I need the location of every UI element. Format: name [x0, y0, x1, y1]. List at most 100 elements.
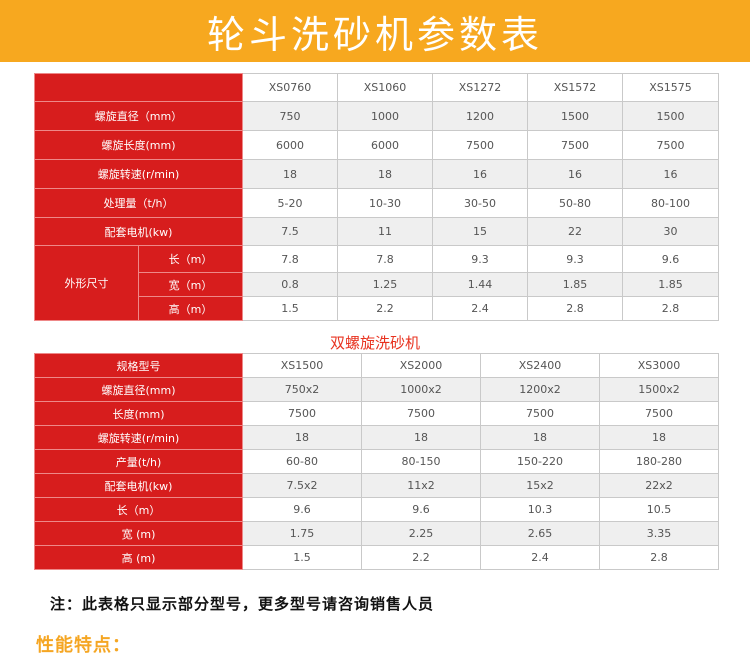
table-cell: 16: [622, 159, 719, 189]
table-cell: 80-150: [361, 449, 481, 474]
table-row: 螺旋直径（mm） 750 1000 1200 1500 1500: [34, 101, 719, 131]
table-cell: 7500: [361, 401, 481, 426]
row-label: 配套电机(kw): [34, 217, 243, 246]
table-row: 长（m） 9.6 9.6 10.3 10.5: [34, 497, 719, 522]
table-cell: 9.6: [622, 245, 719, 273]
row-label: 产量(t/h): [34, 449, 243, 474]
table-cell: 1500: [527, 101, 623, 131]
table-row: 配套电机(kw) 7.5x2 11x2 15x2 22x2: [34, 473, 719, 498]
footnote: 注：此表格只显示部分型号，更多型号请咨询销售人员: [50, 595, 435, 613]
table-cell: 16: [432, 159, 528, 189]
row-label: 螺旋长度(mm): [34, 130, 243, 160]
table-row: 宽 (m) 1.75 2.25 2.65 3.35: [34, 521, 719, 546]
table-cell: 9.3: [432, 245, 528, 273]
dimension-group-label: 外形尺寸: [34, 245, 139, 321]
table-row: 螺旋转速(r/min) 18 18 16 16 16: [34, 159, 719, 189]
row-label: 配套电机(kw): [34, 473, 243, 498]
table-cell: 7.8: [337, 245, 433, 273]
table-cell: 7.5: [242, 217, 338, 246]
table-row: 宽（m） 0.8 1.25 1.44 1.85 1.85: [35, 272, 719, 297]
header-corner-cell: [34, 73, 243, 102]
model-header-cell: XS2000: [361, 353, 481, 378]
table-cell: 7500: [432, 130, 528, 160]
table-cell: 15x2: [480, 473, 600, 498]
model-header-cell: XS3000: [599, 353, 719, 378]
table-cell: 5-20: [242, 188, 338, 218]
table-cell: 15: [432, 217, 528, 246]
table-cell: 150-220: [480, 449, 600, 474]
row-label: 螺旋直径（mm）: [34, 101, 243, 131]
table-cell: 10-30: [337, 188, 433, 218]
table-cell: 1500: [622, 101, 719, 131]
table-row: 外形尺寸 长（m） 7.8 7.8 9.3 9.3 9.6: [34, 245, 719, 321]
table-cell: 1500x2: [599, 377, 719, 402]
row-label: 长（m）: [138, 245, 243, 273]
table-row: 高 (m) 1.5 2.2 2.4 2.8: [34, 545, 719, 570]
model-header-cell: XS1575: [622, 73, 719, 102]
table-cell: 7500: [527, 130, 623, 160]
table-cell: 2.8: [599, 545, 719, 570]
table-cell: 1200: [432, 101, 528, 131]
table-cell: 6000: [337, 130, 433, 160]
table-cell: 2.8: [527, 296, 623, 321]
table-cell: 1000x2: [361, 377, 481, 402]
table-cell: 9.6: [361, 497, 481, 522]
table-cell: 2.4: [432, 296, 528, 321]
table-cell: 2.4: [480, 545, 600, 570]
table-cell: 22: [527, 217, 623, 246]
page-title: 轮斗洗砂机参数表: [206, 12, 543, 57]
table-row: 螺旋转速(r/min) 18 18 18 18: [34, 425, 719, 450]
table-cell: 2.8: [622, 296, 719, 321]
table-cell: 1.5: [242, 296, 338, 321]
table-cell: 7500: [622, 130, 719, 160]
row-label: 宽（m）: [138, 272, 243, 297]
table-row: 螺旋直径(mm) 750x2 1000x2 1200x2 1500x2: [34, 377, 719, 402]
row-label: 长度(mm): [34, 401, 243, 426]
table-cell: 1.44: [432, 272, 528, 297]
table-cell: 9.3: [527, 245, 623, 273]
row-label: 螺旋转速(r/min): [34, 425, 243, 450]
model-header-cell: XS1500: [242, 353, 362, 378]
table-cell: 30-50: [432, 188, 528, 218]
table-cell: 750: [242, 101, 338, 131]
table-cell: 11: [337, 217, 433, 246]
table-cell: 22x2: [599, 473, 719, 498]
table-cell: 7500: [599, 401, 719, 426]
table-cell: 750x2: [242, 377, 362, 402]
table-cell: 3.35: [599, 521, 719, 546]
twin-screw-table-title: 双螺旋洗砂机: [329, 334, 420, 352]
table-header-row: 规格型号 XS1500 XS2000 XS2400 XS3000: [34, 353, 719, 378]
table-cell: 30: [622, 217, 719, 246]
table-cell: 9.6: [242, 497, 362, 522]
table-cell: 11x2: [361, 473, 481, 498]
row-label: 螺旋直径(mm): [34, 377, 243, 402]
table-cell: 7.8: [242, 245, 338, 273]
table-cell: 10.5: [599, 497, 719, 522]
spec-table-wheel-bucket: XS0760 XS1060 XS1272 XS1572 XS1575 螺旋直径（…: [34, 73, 719, 321]
table-cell: 1.85: [527, 272, 623, 297]
table-cell: 10.3: [480, 497, 600, 522]
header-label-cell: 规格型号: [34, 353, 243, 378]
table-cell: 18: [337, 159, 433, 189]
table-cell: 7.5x2: [242, 473, 362, 498]
model-header-cell: XS1060: [337, 73, 433, 102]
row-label: 高 (m): [34, 545, 243, 570]
table-cell: 1200x2: [480, 377, 600, 402]
table-cell: 1000: [337, 101, 433, 131]
model-header-cell: XS1572: [527, 73, 623, 102]
table-row: 螺旋长度(mm) 6000 6000 7500 7500 7500: [34, 130, 719, 160]
model-header-cell: XS0760: [242, 73, 338, 102]
table-cell: 180-280: [599, 449, 719, 474]
table-cell: 50-80: [527, 188, 623, 218]
title-banner: 轮斗洗砂机参数表: [0, 0, 750, 62]
table-cell: 2.2: [337, 296, 433, 321]
table-cell: 1.5: [242, 545, 362, 570]
row-label: 高（m）: [138, 296, 243, 321]
row-label: 宽 (m): [34, 521, 243, 546]
row-label: 处理量（t/h）: [34, 188, 243, 218]
section-heading: 性能特点：: [36, 635, 131, 656]
table-cell: 6000: [242, 130, 338, 160]
table-cell: 80-100: [622, 188, 719, 218]
table-cell: 18: [599, 425, 719, 450]
table-row: 处理量（t/h） 5-20 10-30 30-50 50-80 80-100: [34, 188, 719, 218]
